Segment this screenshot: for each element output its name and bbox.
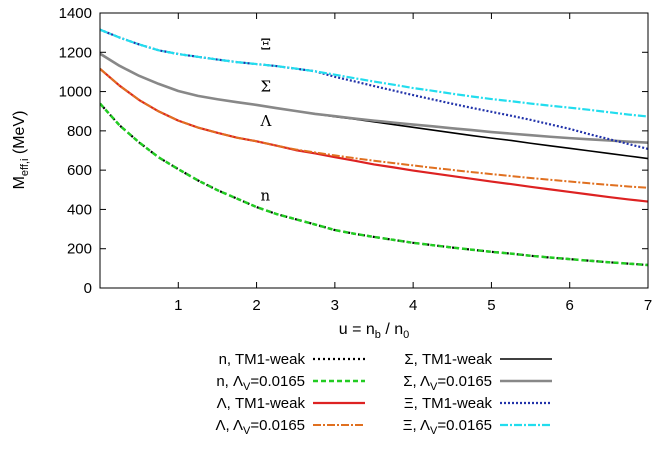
legend-label: Λ, TM1-weak <box>217 395 306 412</box>
plot-frame <box>99 12 649 289</box>
series-line <box>100 28 648 118</box>
curve-annotation: Ξ <box>260 35 271 53</box>
series-line <box>100 68 648 189</box>
x-tick-label: 6 <box>566 297 574 314</box>
y-tick-label: 1000 <box>59 84 92 101</box>
x-tick-label: 2 <box>252 297 260 314</box>
series-group <box>100 28 648 267</box>
legend-label: n, TM1-weak <box>219 351 306 368</box>
y-tick-label: 0 <box>84 280 92 297</box>
x-tick-label: 4 <box>409 297 417 314</box>
legend-label: Ξ, ΛV=0.0165 <box>403 417 492 437</box>
legend-label: Λ, ΛV=0.0165 <box>215 417 305 437</box>
series-line <box>100 52 648 160</box>
series-line <box>100 52 648 144</box>
curve-annotation: Λ <box>259 112 271 130</box>
y-tick-label: 1200 <box>59 44 92 61</box>
legend-label: n, ΛV=0.0165 <box>216 373 305 393</box>
y-tick-label: 200 <box>67 241 92 258</box>
x-tick-label: 3 <box>331 297 339 314</box>
series-line <box>100 28 648 150</box>
legend: n, TM1-weak Σ, TM1-weak n, ΛV=0.0165 Σ, ΛV=… <box>215 351 552 437</box>
tick-labels-group: 0 200 400 600 800 1000 1200 1400 1 2 3 4 5 6 7 <box>59 5 653 314</box>
legend-label: Ξ, TM1-weak <box>404 395 493 412</box>
curve-annotation: n <box>260 187 270 205</box>
legend-label: Σ, TM1-weak <box>404 351 492 368</box>
x-tick-label: 5 <box>487 297 495 314</box>
y-tick-label: 600 <box>67 162 92 179</box>
x-tick-label: 1 <box>174 297 182 314</box>
x-axis-title: u = nb / n0 <box>339 321 410 341</box>
annotations-group: Ξ ΣΛn <box>259 35 271 204</box>
series-line <box>100 102 648 267</box>
y-axis-title: Meff,i (MeV) <box>11 111 31 190</box>
y-tick-label: 800 <box>67 123 92 140</box>
x-tick-label: 7 <box>644 297 652 314</box>
y-tick-label: 400 <box>67 201 92 218</box>
legend-label: Σ, ΛV=0.0165 <box>403 373 492 393</box>
curve-annotation: Σ <box>260 78 271 96</box>
y-tick-label: 1400 <box>59 5 92 22</box>
axis-ticks-group <box>100 12 649 289</box>
